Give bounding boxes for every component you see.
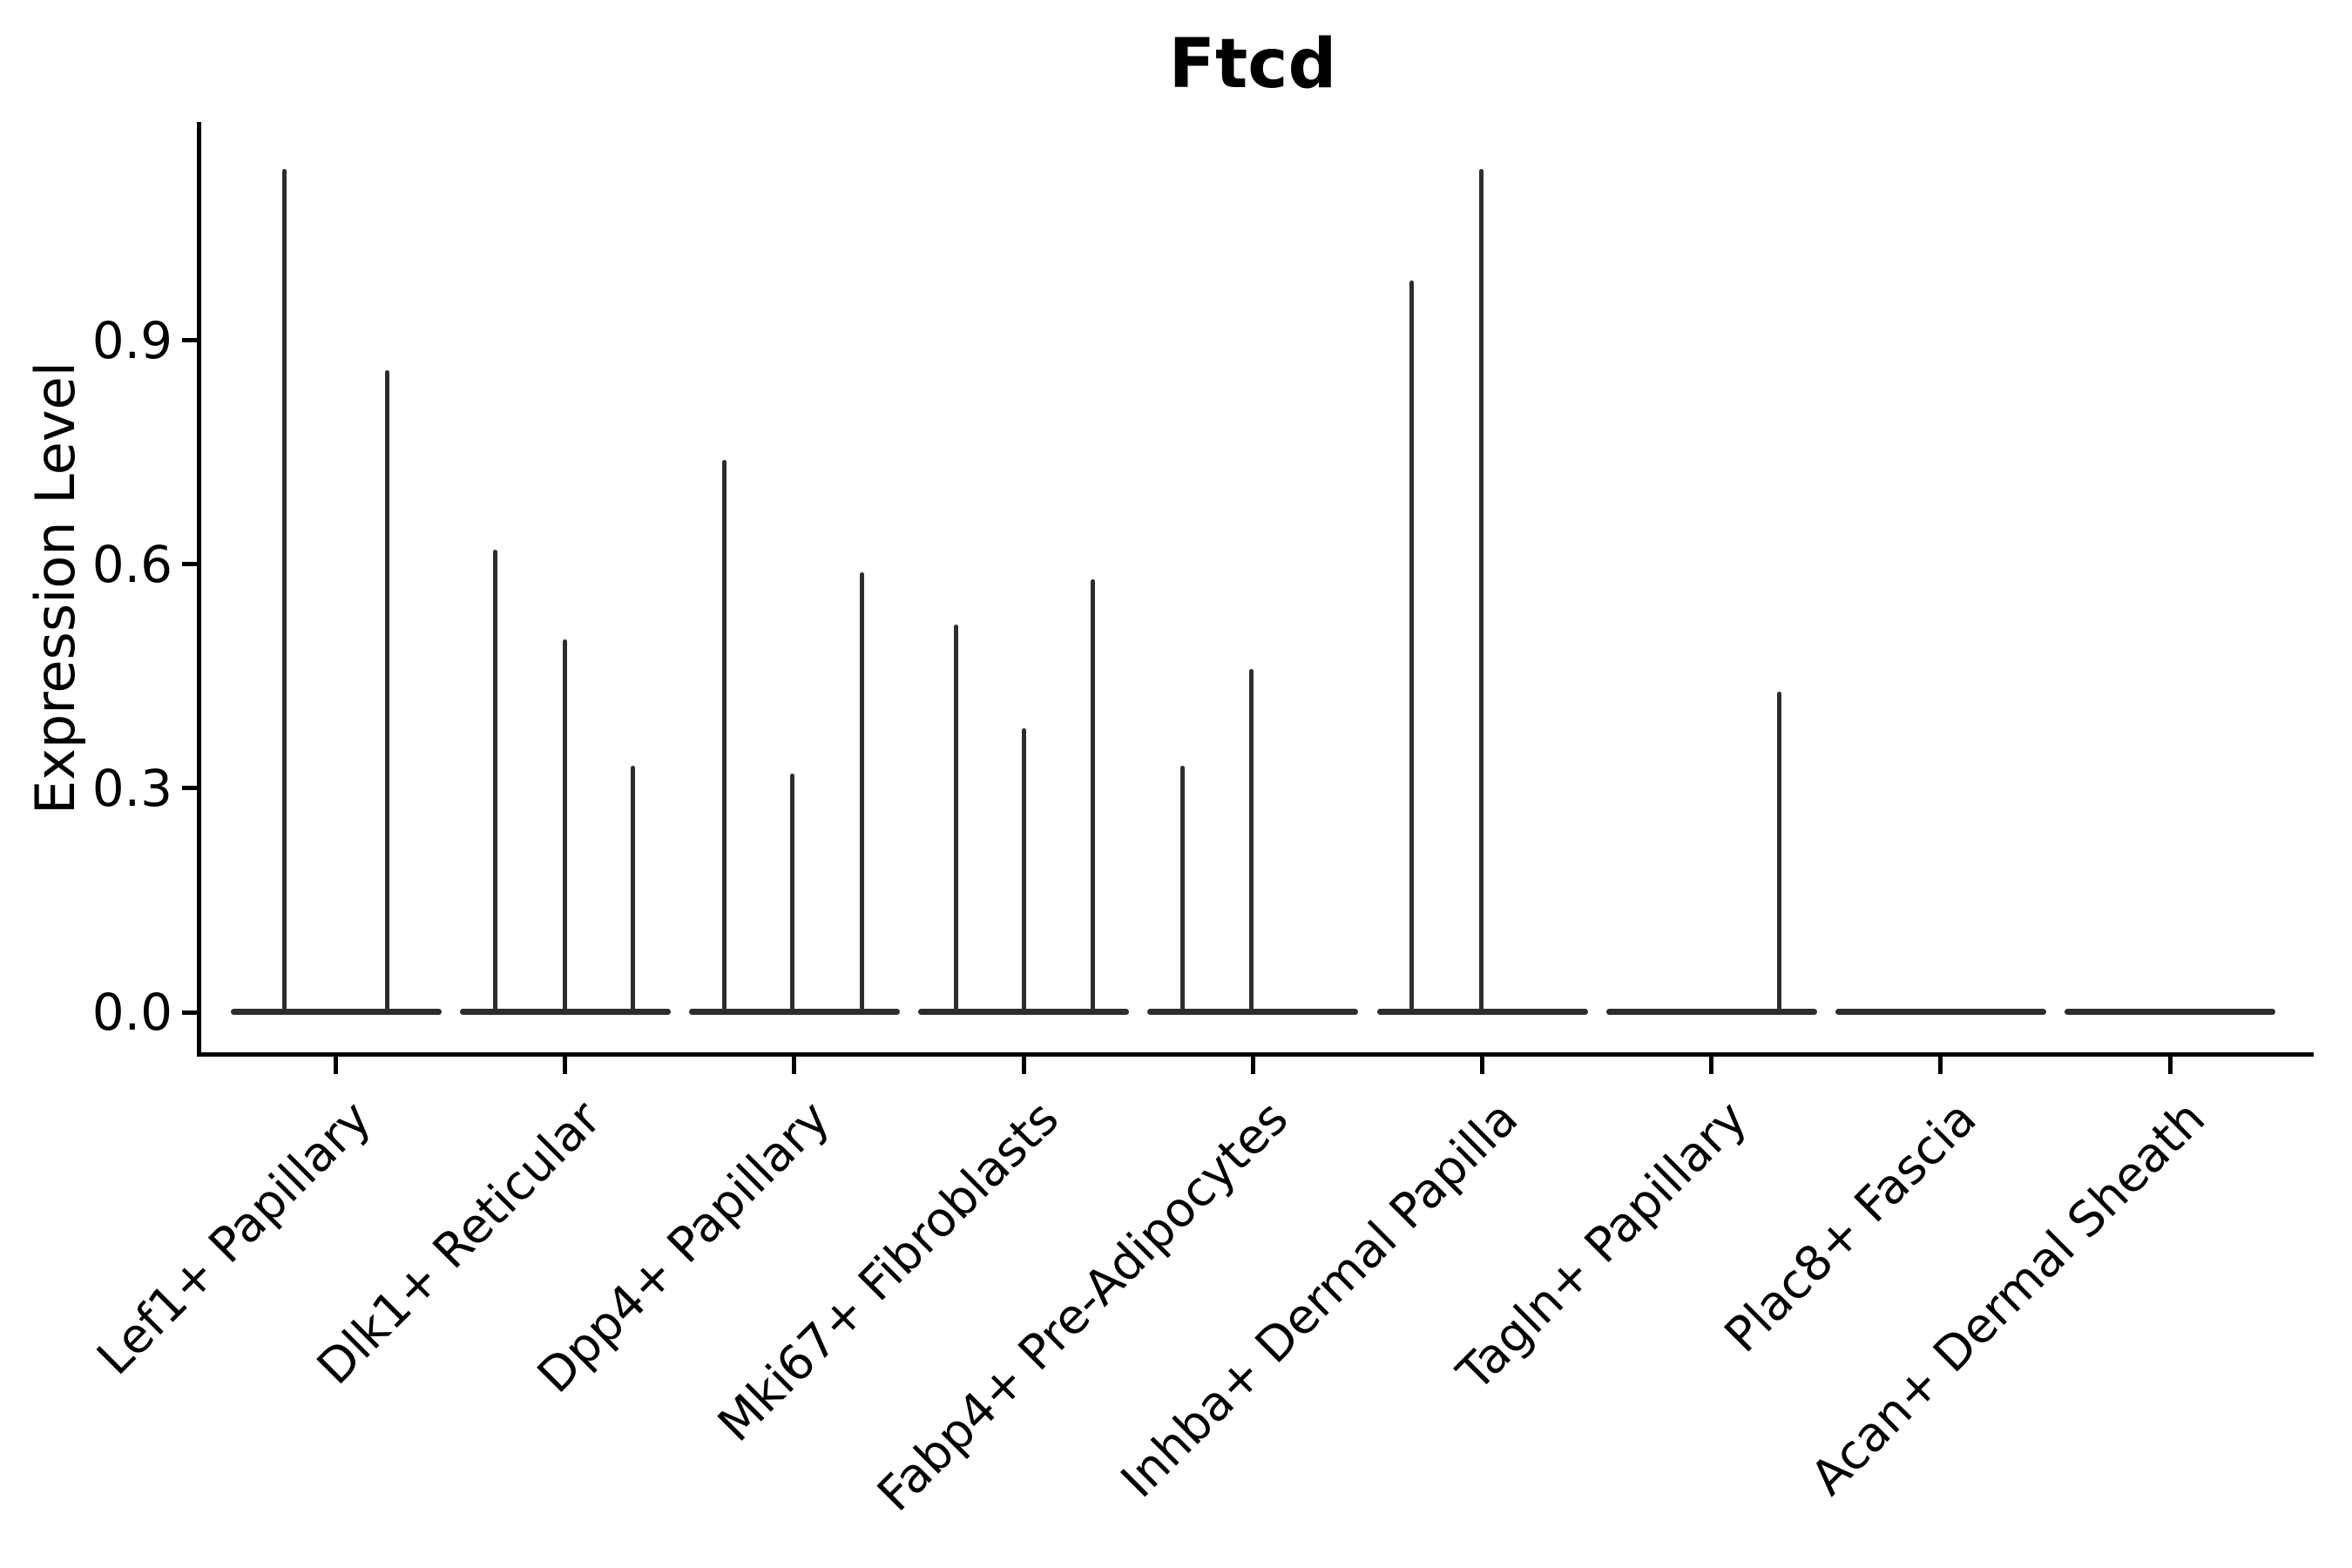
x-tick — [1709, 1057, 1714, 1074]
x-tick — [1938, 1057, 1943, 1074]
violin-spike — [1479, 168, 1484, 1011]
x-tick-label: Inhba+ Dermal Papilla — [1110, 1090, 1529, 1509]
x-tick — [1250, 1057, 1255, 1074]
y-tick-label: 0.6 — [91, 534, 172, 594]
x-tick — [1480, 1057, 1484, 1074]
violin-base — [230, 1008, 442, 1015]
y-tick — [182, 562, 197, 567]
x-tick — [792, 1057, 797, 1074]
y-tick — [182, 1010, 197, 1015]
violin-spike — [563, 639, 568, 1011]
violin-spike — [282, 168, 287, 1011]
x-tick — [1021, 1057, 1026, 1074]
violin-spike — [1021, 728, 1026, 1011]
x-tick-label: Acan+ Dermal Sheath — [1800, 1090, 2216, 1506]
violin-spike — [493, 549, 498, 1011]
y-tick-label: 0.0 — [91, 983, 172, 1042]
x-tick — [2167, 1057, 2173, 1074]
violin-base — [1605, 1008, 1817, 1015]
chart-title: Ftcd — [1168, 25, 1337, 104]
x-axis-spine — [197, 1052, 2314, 1057]
violin-base — [1147, 1008, 1359, 1015]
violin-base — [1376, 1008, 1588, 1015]
x-tick — [563, 1057, 568, 1074]
violin-base — [1835, 1008, 2046, 1015]
violin-spike — [722, 460, 727, 1011]
y-axis-spine — [197, 122, 201, 1057]
violin-base — [688, 1008, 900, 1015]
violin-spike — [1179, 766, 1185, 1011]
violin-base — [918, 1008, 1130, 1015]
y-tick — [182, 786, 197, 791]
y-tick — [182, 338, 197, 343]
violin-spike — [1409, 280, 1414, 1011]
violin-base — [2065, 1008, 2276, 1015]
violin-spike — [1090, 579, 1095, 1011]
violin-base — [459, 1008, 671, 1015]
x-tick — [334, 1057, 338, 1074]
violin-spike — [1248, 668, 1254, 1011]
violin-spike — [790, 773, 795, 1011]
violin-spike — [953, 624, 958, 1011]
violin-spike — [385, 370, 389, 1011]
y-tick-label: 0.3 — [91, 758, 172, 818]
violin-spike — [1777, 691, 1782, 1011]
x-tick-label: Fabp4+ Pre-Adipocytes — [867, 1090, 1299, 1522]
violin-spike — [631, 766, 636, 1011]
y-tick-label: 0.9 — [91, 310, 172, 370]
violin-spike — [860, 571, 865, 1011]
